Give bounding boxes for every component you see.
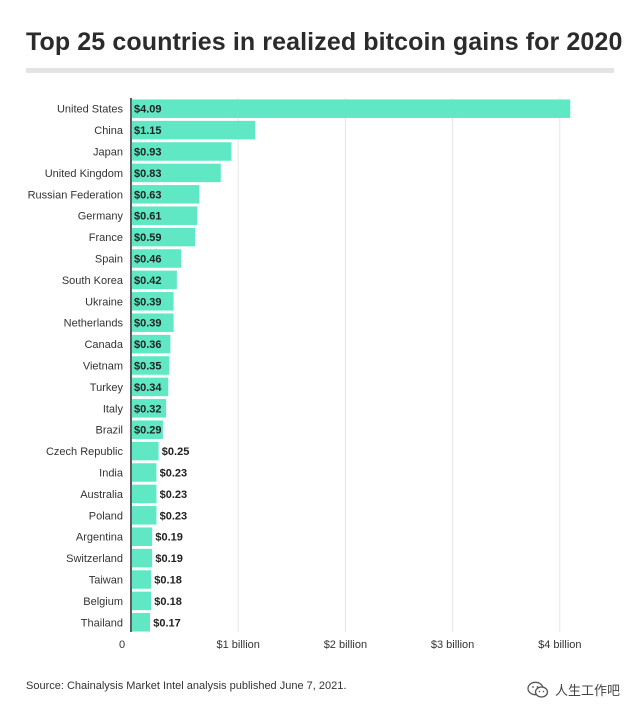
value-label: $0.63 [134, 189, 162, 201]
category-label: India [99, 468, 124, 480]
bar [131, 99, 571, 118]
category-label: Poland [89, 510, 123, 522]
value-label: $0.18 [154, 575, 182, 587]
x-tick-label: 0 [119, 639, 125, 651]
value-label: $0.19 [155, 532, 183, 544]
category-label: Vietnam [83, 361, 123, 373]
bar [131, 463, 157, 482]
bar [131, 163, 221, 183]
category-label: Australia [80, 489, 124, 501]
category-label: Switzerland [66, 553, 123, 565]
category-label: France [89, 232, 123, 244]
value-label: $0.34 [134, 382, 162, 394]
wechat-icon [527, 681, 549, 699]
bar [131, 420, 163, 439]
value-label: $0.36 [134, 339, 162, 351]
category-label: Canada [84, 339, 123, 351]
bar [131, 399, 167, 418]
bar [131, 292, 174, 311]
gridlines [130, 98, 561, 632]
category-label: Netherlands [64, 318, 124, 330]
category-label: United States [57, 104, 124, 116]
source-note: Source: Chainalysis Market Intel analysi… [26, 680, 347, 692]
value-label: $0.18 [154, 596, 182, 608]
watermark-text: 人生工作吧 [554, 683, 620, 698]
value-label: $0.17 [153, 617, 181, 629]
watermark: 人生工作吧 [527, 680, 620, 699]
bar [131, 185, 200, 204]
bar [131, 120, 256, 140]
value-label: $0.23 [160, 468, 188, 480]
category-label: Czech Republic [46, 446, 124, 458]
bar [131, 527, 153, 546]
value-label: $0.42 [134, 275, 162, 287]
value-label: $0.25 [162, 446, 190, 458]
category-label: Argentina [76, 532, 124, 544]
chart-title: Top 25 countries in realized bitcoin gai… [26, 28, 623, 56]
value-label: $0.32 [134, 403, 162, 415]
value-label: $0.19 [155, 553, 183, 565]
value-label: $1.15 [134, 125, 162, 137]
bar [131, 356, 170, 375]
value-label: $0.39 [134, 296, 162, 308]
bar [131, 506, 157, 525]
x-tick-label: $2 billion [324, 639, 367, 651]
category-label: United Kingdom [45, 168, 123, 180]
category-label: Italy [103, 403, 124, 415]
category-label: Ukraine [85, 296, 123, 308]
value-label: $4.09 [134, 104, 162, 116]
value-label: $0.83 [134, 168, 162, 180]
bars [131, 99, 571, 632]
bar [131, 227, 196, 247]
category-label: Spain [95, 254, 123, 266]
value-labels: $4.09 $1.15 $0.93 $0.83 $0.63 $0.61 $0.59 $0.46… [134, 104, 189, 630]
value-label: $0.23 [160, 489, 188, 501]
bar [131, 142, 232, 161]
bar [131, 249, 182, 268]
title-divider [26, 68, 614, 73]
category-label: Brazil [95, 425, 123, 437]
bar [131, 613, 151, 632]
category-label: Russian Federation [28, 189, 123, 201]
category-label: Turkey [90, 382, 124, 394]
bar [131, 441, 159, 461]
x-tick-label: $1 billion [216, 639, 259, 651]
category-label: Germany [78, 211, 124, 223]
value-label: $0.59 [134, 232, 162, 244]
bar-chart: United States China Japan United Kingdom Rus… [28, 98, 582, 651]
x-axis-ticks: 0 $1 billion $2 billion $3 billion $4 billio… [119, 639, 582, 651]
value-label: $0.61 [134, 211, 162, 223]
bar [131, 548, 153, 568]
category-label: China [94, 125, 124, 137]
bar [131, 270, 177, 290]
category-label: Japan [93, 147, 123, 159]
bar [131, 313, 174, 332]
x-tick-label: $3 billion [431, 639, 474, 651]
x-tick-label: $4 billion [538, 639, 581, 651]
bar [131, 206, 198, 225]
category-labels: United States China Japan United Kingdom Rus… [28, 104, 124, 630]
category-label: Thailand [81, 617, 123, 629]
bar [131, 591, 152, 611]
bar [131, 377, 169, 397]
value-label: $0.46 [134, 254, 162, 266]
value-label: $0.35 [134, 361, 162, 373]
bar [131, 334, 171, 354]
bar [131, 570, 152, 589]
value-label: $0.39 [134, 318, 162, 330]
value-label: $0.93 [134, 147, 162, 159]
category-label: South Korea [62, 275, 124, 287]
category-label: Belgium [83, 596, 123, 608]
value-label: $0.23 [160, 510, 188, 522]
category-label: Taiwan [89, 575, 123, 587]
value-label: $0.29 [134, 425, 162, 437]
bar [131, 484, 157, 504]
